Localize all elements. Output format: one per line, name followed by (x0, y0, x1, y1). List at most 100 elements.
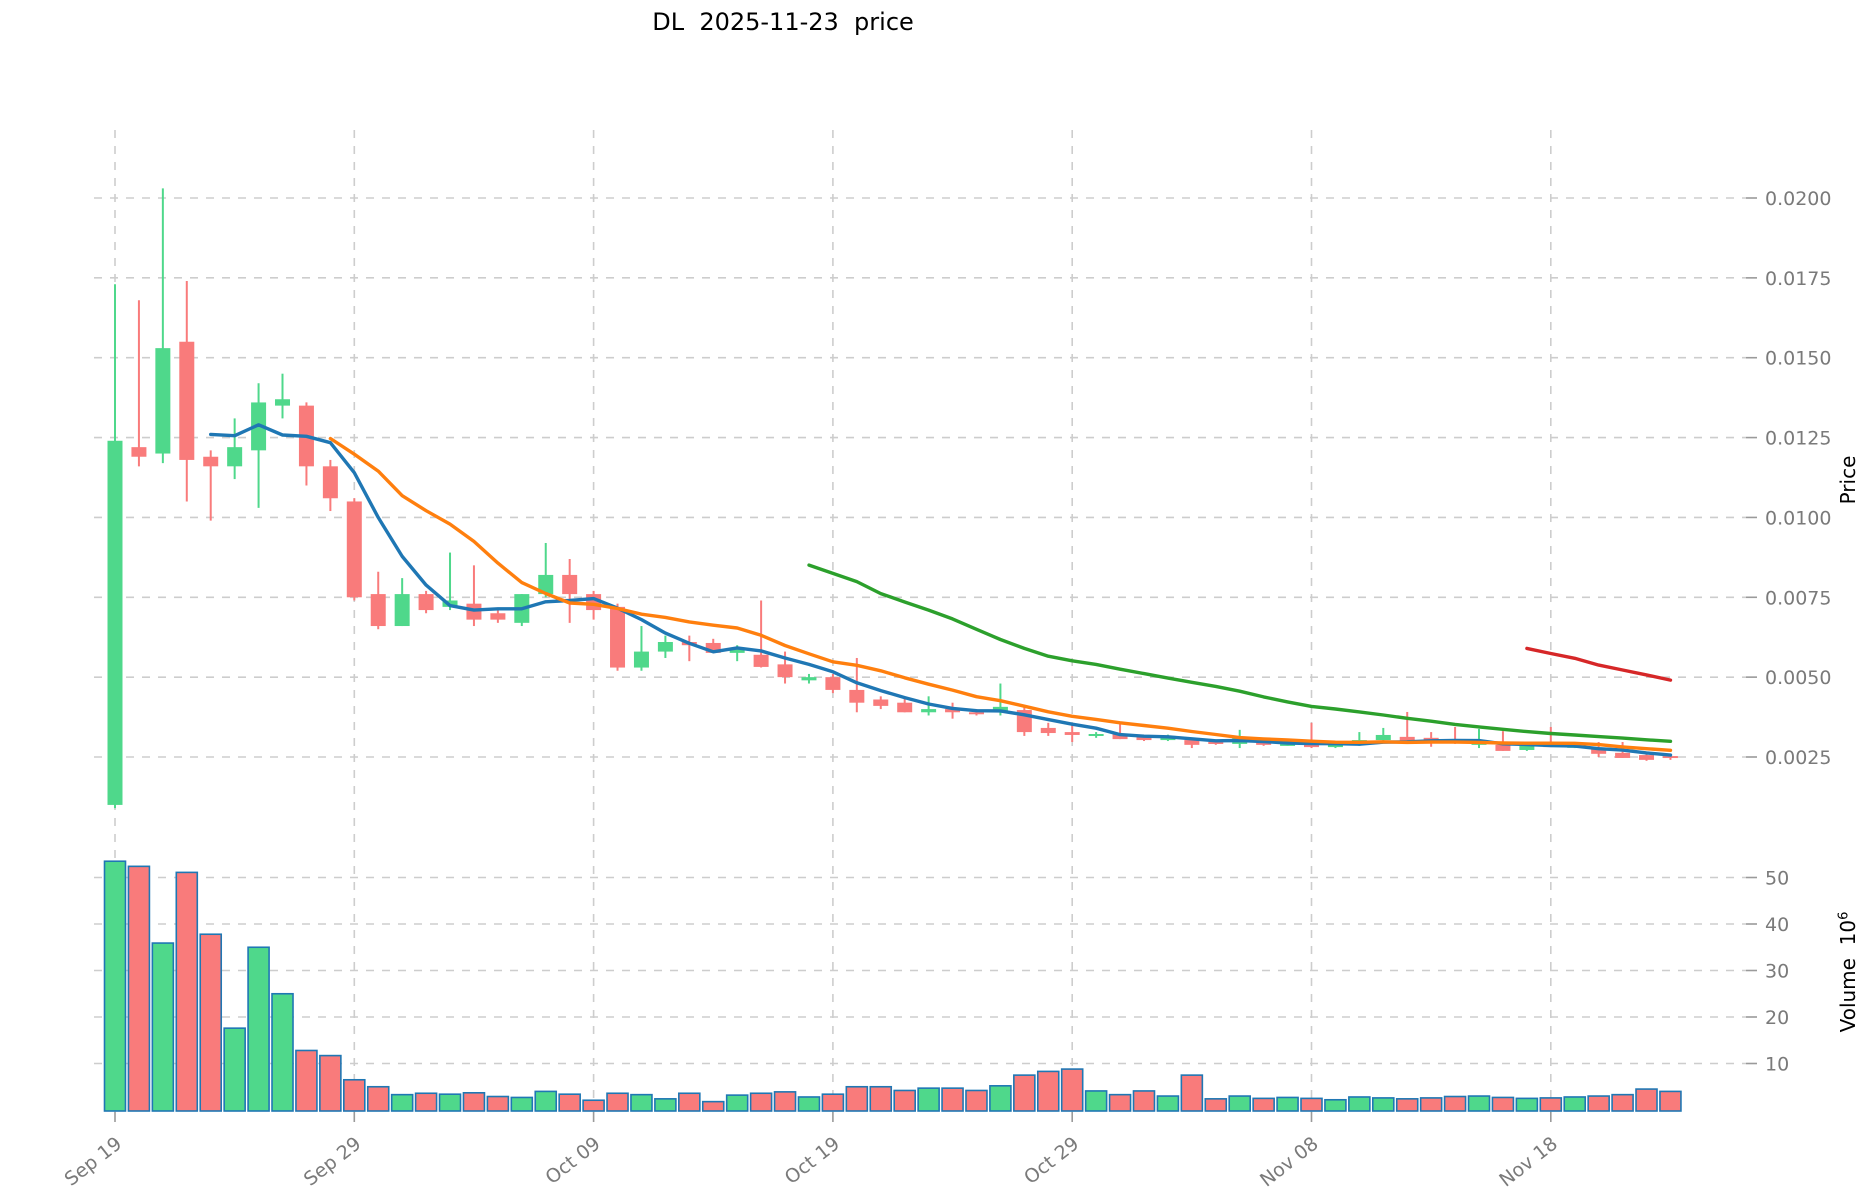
candle-body (633, 651, 649, 668)
volume-bar (271, 992, 294, 1112)
ma10-line (328, 436, 1673, 752)
candle-body (107, 440, 123, 805)
volume-bar (1228, 1095, 1252, 1112)
candle-body (562, 574, 578, 595)
volume-bar (1084, 1090, 1108, 1112)
price-tick-label: 0.0175 (1765, 268, 1831, 290)
candle-body (227, 447, 243, 467)
candle-body (1136, 736, 1152, 741)
volume-bar (462, 1091, 486, 1112)
candle-body (394, 594, 410, 627)
candle-body (753, 654, 769, 667)
volume-axis-label: Volume 106 (1836, 912, 1860, 1033)
volume-bar (438, 1093, 462, 1112)
price-tick-label: 0.0025 (1765, 747, 1831, 769)
volume-bar (893, 1089, 916, 1112)
price-tick-label: 0.0150 (1765, 348, 1831, 370)
candle-body (825, 677, 841, 690)
price-tick-label: 0.0050 (1765, 667, 1831, 689)
candle-body (729, 647, 745, 653)
volume-bar (1156, 1095, 1180, 1112)
candle-body (1208, 741, 1224, 744)
volume-bar (701, 1100, 725, 1112)
volume-tick-label: 30 (1765, 961, 1789, 983)
volume-bar (582, 1099, 605, 1112)
volume-bar (342, 1078, 366, 1112)
volume-bar (1108, 1093, 1132, 1112)
price-tick-label: 0.0075 (1765, 587, 1831, 609)
volume-bar (534, 1090, 558, 1112)
volume-bar (1467, 1095, 1491, 1112)
ma60-line (1525, 646, 1673, 682)
candle-body (1399, 736, 1415, 742)
volume-bar (773, 1091, 797, 1112)
candle-body (1184, 740, 1200, 745)
candle-body (801, 677, 817, 681)
volume-bar (486, 1095, 510, 1112)
date-tick-label: Sep 19 (61, 1133, 127, 1191)
volume-bar (103, 860, 127, 1112)
volume-bar (1132, 1090, 1156, 1112)
volume-bar (797, 1096, 821, 1112)
volume-tick-label: 20 (1765, 1007, 1789, 1029)
candle-body (179, 341, 195, 460)
candle-body (322, 466, 338, 499)
volume-bar (223, 1027, 246, 1112)
volume-bar (917, 1087, 940, 1112)
volume-bar (1013, 1074, 1036, 1112)
volume-bar (1491, 1096, 1515, 1112)
ma30-line (807, 563, 1673, 743)
volume-bar (1276, 1096, 1299, 1112)
volume-bar (654, 1098, 677, 1112)
volume-bar (175, 871, 199, 1112)
volume-bar (414, 1092, 438, 1112)
volume-bar (1036, 1070, 1060, 1112)
volume-bar (1180, 1074, 1204, 1112)
volume-axis-label-text: Volume (1836, 958, 1860, 1033)
date-tick-label: Nov 18 (1495, 1133, 1562, 1192)
volume-tick-label: 50 (1765, 868, 1789, 890)
candle-body (1112, 734, 1128, 740)
volume-bar (1371, 1097, 1395, 1112)
candle-body (921, 709, 937, 713)
candle-body (1662, 756, 1678, 759)
date-tick-label: Nov 08 (1256, 1133, 1323, 1192)
price-tick-label: 0.0100 (1765, 507, 1831, 529)
candle-body (1040, 727, 1056, 734)
volume-bar (678, 1092, 701, 1112)
volume-bar (151, 942, 175, 1112)
volume-bar (725, 1094, 749, 1112)
candle-body (131, 447, 147, 457)
volume-bar (1419, 1097, 1443, 1112)
volume-bar (989, 1085, 1012, 1112)
volume-bar (1611, 1093, 1634, 1112)
candle-body (275, 399, 291, 406)
candle-body (155, 348, 171, 454)
volume-bar (941, 1087, 964, 1112)
candle-body (370, 594, 386, 627)
candle-body (538, 574, 554, 595)
candle-body (1519, 745, 1535, 750)
candle-body (657, 642, 673, 652)
candle-body (1615, 752, 1631, 758)
date-tick-label: Oct 19 (781, 1133, 844, 1189)
volume-bar (390, 1093, 414, 1112)
candle-body (705, 642, 721, 653)
volume-bar (749, 1092, 773, 1112)
volume-bar (1515, 1097, 1539, 1112)
volume-bar (1348, 1096, 1371, 1112)
candle-body (1256, 741, 1272, 745)
candle-body (1639, 755, 1655, 760)
volume-bar (1204, 1098, 1228, 1112)
price-tick-label: 0.0125 (1765, 428, 1831, 450)
candle-body (1064, 732, 1080, 735)
candle-body (777, 664, 793, 678)
volume-axis-multiplier-base: 10 (1836, 919, 1860, 946)
candle-body (346, 501, 362, 598)
volume-tick-label: 10 (1765, 1054, 1789, 1076)
volume-bar (1635, 1088, 1658, 1112)
volume-bar (1395, 1098, 1419, 1112)
volume-bar (558, 1093, 581, 1112)
volume-bar (1060, 1068, 1084, 1112)
